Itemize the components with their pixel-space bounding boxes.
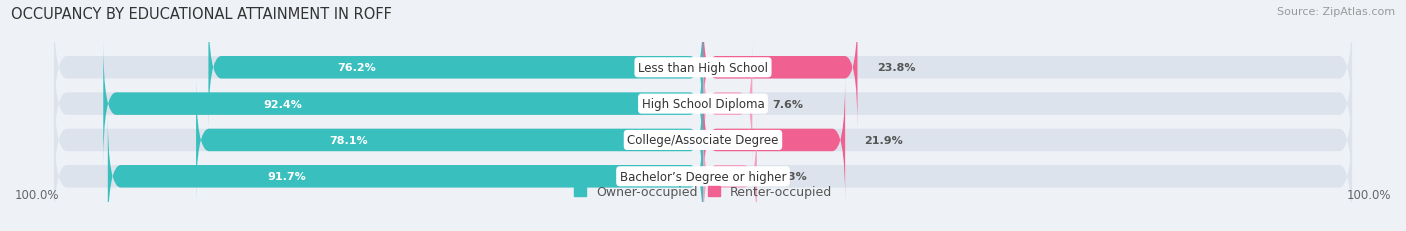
Text: High School Diploma: High School Diploma bbox=[641, 98, 765, 111]
Legend: Owner-occupied, Renter-occupied: Owner-occupied, Renter-occupied bbox=[568, 181, 838, 204]
Text: 21.9%: 21.9% bbox=[865, 135, 904, 145]
Text: 92.4%: 92.4% bbox=[264, 99, 302, 109]
Text: 91.7%: 91.7% bbox=[267, 172, 305, 182]
FancyBboxPatch shape bbox=[53, 115, 703, 231]
Text: OCCUPANCY BY EDUCATIONAL ATTAINMENT IN ROFF: OCCUPANCY BY EDUCATIONAL ATTAINMENT IN R… bbox=[11, 7, 392, 22]
FancyBboxPatch shape bbox=[103, 43, 703, 165]
Text: 76.2%: 76.2% bbox=[337, 63, 377, 73]
FancyBboxPatch shape bbox=[208, 7, 703, 129]
FancyBboxPatch shape bbox=[703, 7, 1353, 129]
FancyBboxPatch shape bbox=[108, 115, 703, 231]
Text: 100.0%: 100.0% bbox=[1347, 188, 1391, 201]
Text: 100.0%: 100.0% bbox=[15, 188, 59, 201]
Text: 7.6%: 7.6% bbox=[772, 99, 803, 109]
FancyBboxPatch shape bbox=[703, 43, 1353, 165]
Text: 23.8%: 23.8% bbox=[877, 63, 915, 73]
Text: College/Associate Degree: College/Associate Degree bbox=[627, 134, 779, 147]
Text: Source: ZipAtlas.com: Source: ZipAtlas.com bbox=[1277, 7, 1395, 17]
FancyBboxPatch shape bbox=[195, 79, 703, 201]
FancyBboxPatch shape bbox=[703, 115, 1353, 231]
Text: 8.3%: 8.3% bbox=[776, 172, 807, 182]
FancyBboxPatch shape bbox=[703, 115, 756, 231]
FancyBboxPatch shape bbox=[53, 43, 703, 165]
Text: Bachelor’s Degree or higher: Bachelor’s Degree or higher bbox=[620, 170, 786, 183]
FancyBboxPatch shape bbox=[53, 79, 703, 201]
FancyBboxPatch shape bbox=[53, 7, 703, 129]
FancyBboxPatch shape bbox=[703, 7, 858, 129]
Text: 78.1%: 78.1% bbox=[329, 135, 367, 145]
Text: Less than High School: Less than High School bbox=[638, 61, 768, 74]
FancyBboxPatch shape bbox=[703, 43, 752, 165]
FancyBboxPatch shape bbox=[703, 79, 845, 201]
FancyBboxPatch shape bbox=[703, 79, 1353, 201]
